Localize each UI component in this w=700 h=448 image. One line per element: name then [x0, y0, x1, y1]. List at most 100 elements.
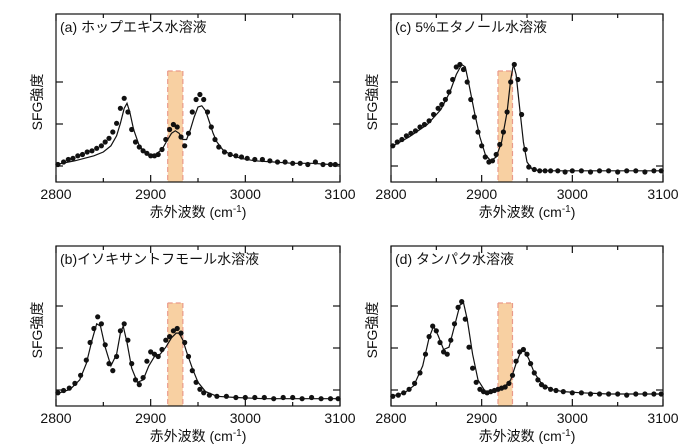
- data-point: [305, 161, 311, 168]
- data-point: [159, 146, 165, 153]
- data-point: [163, 136, 169, 143]
- data-point: [517, 349, 523, 355]
- data-point: [426, 334, 432, 340]
- data-point: [140, 375, 146, 381]
- data-point: [227, 151, 233, 158]
- data-point: [114, 353, 120, 360]
- data-point: [79, 151, 86, 158]
- data-point: [624, 392, 630, 398]
- data-point: [466, 344, 472, 350]
- data-point: [193, 96, 199, 103]
- data-point: [448, 337, 454, 343]
- x-tick-label: 3100: [647, 186, 678, 202]
- data-point: [417, 370, 423, 376]
- data-point: [91, 325, 97, 332]
- data-point: [500, 129, 506, 135]
- data-point: [132, 139, 139, 145]
- data-point: [106, 135, 112, 141]
- x-tick-label: 2900: [466, 410, 497, 426]
- data-point: [244, 155, 250, 161]
- data-point: [83, 357, 89, 363]
- data-point: [182, 339, 188, 346]
- data-point: [233, 153, 239, 159]
- data-point: [206, 392, 212, 398]
- data-point: [178, 134, 184, 140]
- data-point: [117, 328, 123, 334]
- data-point: [297, 160, 303, 166]
- chart-panel-0: 2800 2900 3000 3100 赤外波数 (cm-1) SFG強度 (a) ホップエ…: [29, 13, 356, 220]
- data-point: [98, 321, 104, 327]
- data-point: [520, 346, 527, 353]
- y-axis-label: SFG強度: [364, 74, 380, 131]
- data-point: [242, 394, 248, 401]
- data-point: [252, 156, 258, 163]
- data-point: [460, 66, 467, 73]
- data-point: [212, 136, 218, 143]
- data-point: [95, 314, 101, 320]
- data-point: [401, 390, 407, 396]
- data-point: [129, 126, 135, 133]
- data-point: [274, 159, 281, 165]
- data-point: [587, 391, 594, 397]
- x-tick-label: 2900: [135, 410, 166, 426]
- data-point: [140, 148, 146, 154]
- data-point: [78, 372, 84, 378]
- data-point: [61, 387, 67, 394]
- data-point: [182, 143, 188, 149]
- data-point: [553, 387, 559, 394]
- data-point: [189, 368, 195, 374]
- data-point: [155, 353, 161, 360]
- data-point: [144, 150, 150, 156]
- data-point: [197, 91, 203, 98]
- data-point: [70, 155, 76, 161]
- data-point: [318, 396, 324, 402]
- data-point: [412, 128, 419, 134]
- data-point: [75, 153, 81, 159]
- data-point: [189, 109, 195, 115]
- data-point: [542, 168, 548, 174]
- x-tick-label: 2900: [135, 186, 166, 202]
- data-point: [395, 392, 401, 398]
- data-point: [106, 361, 112, 367]
- x-axis-label: 赤外波数 (cm-1): [150, 204, 247, 220]
- data-point: [117, 105, 123, 111]
- data-point: [515, 76, 521, 83]
- data-point: [406, 386, 412, 392]
- panel-title: (c) 5%エタノール水溶液: [395, 19, 547, 35]
- data-point: [174, 124, 180, 130]
- data-point: [280, 394, 286, 401]
- data-point: [55, 390, 61, 396]
- data-point: [185, 130, 192, 136]
- data-point: [87, 339, 93, 346]
- data-point: [408, 130, 414, 136]
- data-point: [471, 114, 477, 120]
- data-point: [450, 76, 456, 83]
- data-point: [98, 143, 104, 149]
- data-point: [426, 118, 432, 124]
- data-point: [233, 394, 239, 401]
- data-point: [437, 339, 443, 346]
- data-point: [125, 337, 131, 343]
- data-point: [261, 394, 267, 401]
- x-tick-label: 3000: [230, 410, 261, 426]
- data-point: [504, 109, 510, 115]
- data-point: [524, 351, 530, 357]
- data-point: [125, 109, 131, 115]
- panel-title: (a) ホップエキス水溶液: [60, 19, 207, 35]
- data-point: [511, 61, 517, 68]
- data-point: [468, 96, 474, 103]
- data-point: [132, 377, 139, 383]
- data-point: [144, 358, 150, 364]
- data-point: [114, 120, 120, 126]
- data-point: [89, 148, 95, 154]
- highlight-band: [167, 303, 183, 406]
- data-point: [633, 168, 639, 174]
- x-tick-label: 2800: [375, 186, 406, 202]
- fit-curve: [55, 101, 340, 166]
- data-point: [506, 380, 512, 386]
- data-point: [562, 169, 568, 175]
- y-axis-label: SFG強度: [364, 302, 380, 359]
- data-point: [290, 160, 296, 166]
- chart-panel-1: 2800 2900 3000 3100 赤外波数 (cm-1) SFG強度 (c) 5%エタ…: [364, 13, 679, 220]
- data-point: [542, 384, 548, 390]
